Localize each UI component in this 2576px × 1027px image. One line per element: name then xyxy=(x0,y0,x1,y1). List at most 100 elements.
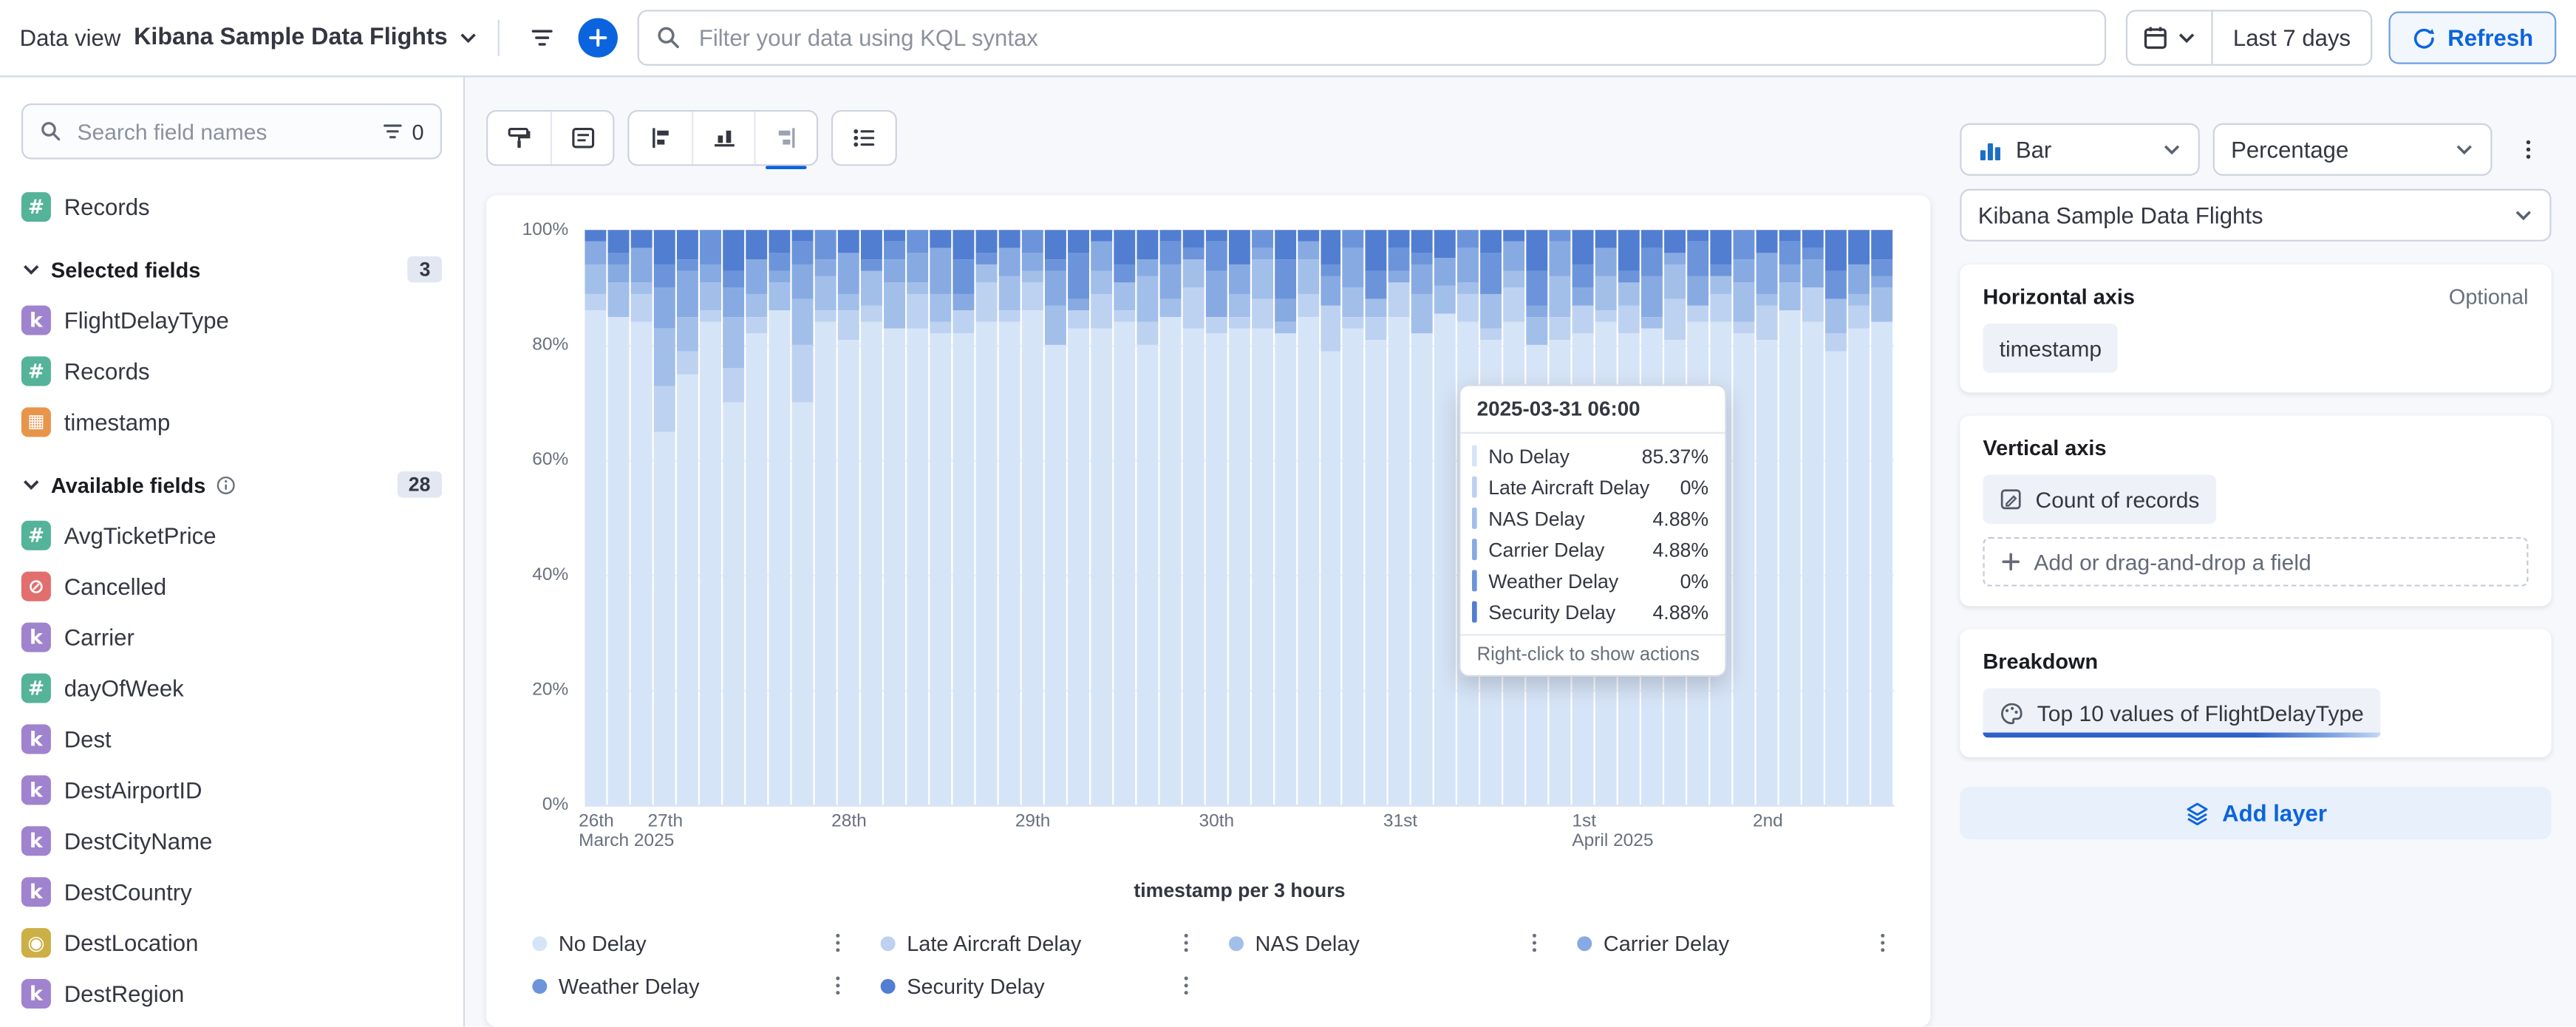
bar[interactable] xyxy=(653,230,675,807)
bar[interactable] xyxy=(1756,230,1778,807)
bar[interactable] xyxy=(1480,230,1502,807)
add-field-button[interactable]: Add or drag-and-drop a field xyxy=(1983,536,2529,587)
legend-item[interactable]: Carrier Delay xyxy=(1577,925,1899,961)
legend-item[interactable]: NAS Delay xyxy=(1228,925,1551,961)
bar[interactable] xyxy=(1595,230,1618,807)
bar[interactable] xyxy=(1825,230,1847,807)
bar[interactable] xyxy=(1457,230,1479,807)
bar[interactable] xyxy=(814,230,836,807)
bar[interactable] xyxy=(1044,230,1066,807)
layer-data-view-select[interactable]: Kibana Sample Data Flights xyxy=(1960,188,2552,242)
field-item[interactable]: k DestCountry xyxy=(21,866,442,917)
plot-area[interactable] xyxy=(585,228,1895,807)
left-axis-button[interactable] xyxy=(629,112,691,164)
info-icon-button[interactable] xyxy=(216,474,237,495)
field-item[interactable]: # dayOfWeek xyxy=(21,662,442,713)
bar[interactable] xyxy=(1136,230,1158,807)
bar[interactable] xyxy=(607,230,630,807)
bar[interactable] xyxy=(1182,230,1204,807)
bar[interactable] xyxy=(929,230,951,807)
legend-item[interactable]: Late Aircraft Delay xyxy=(880,925,1203,961)
bar[interactable] xyxy=(1113,230,1135,807)
field-item[interactable]: ◉ DestLocation xyxy=(21,917,442,968)
bottom-axis-button[interactable] xyxy=(691,112,754,165)
bar[interactable] xyxy=(883,230,905,807)
legend-label[interactable]: Carrier Delay xyxy=(1603,930,1730,955)
bar[interactable] xyxy=(1067,230,1089,807)
bar[interactable] xyxy=(1411,230,1434,807)
bar[interactable] xyxy=(1618,230,1640,807)
legend-item-menu-button[interactable] xyxy=(1170,969,1202,1002)
time-range-button[interactable]: Last 7 days xyxy=(2213,24,2371,51)
bar[interactable] xyxy=(1343,230,1365,807)
field-search-input[interactable] xyxy=(74,117,369,146)
bar[interactable] xyxy=(1527,230,1549,807)
bar[interactable] xyxy=(1848,230,1870,807)
field-item[interactable]: k Carrier xyxy=(21,611,442,662)
bar[interactable] xyxy=(746,230,767,807)
bar[interactable] xyxy=(1641,230,1663,807)
legend-item-menu-button[interactable] xyxy=(822,927,854,959)
field-section-header-selected[interactable]: Selected fields 3 xyxy=(21,245,443,294)
legend-item[interactable]: Weather Delay xyxy=(532,967,854,1003)
field-section-header-available[interactable]: Available fields 28 xyxy=(21,460,443,509)
bar[interactable] xyxy=(1871,230,1893,807)
field-item[interactable]: k DestRegion xyxy=(21,967,442,1018)
kql-input[interactable] xyxy=(695,23,2089,53)
bar[interactable] xyxy=(1802,230,1824,807)
bar[interactable] xyxy=(1090,230,1112,807)
breakdown-dimension[interactable]: Top 10 values of FlightDelayType xyxy=(1983,688,2381,738)
bar[interactable] xyxy=(769,230,791,807)
bar[interactable] xyxy=(1733,230,1755,807)
refresh-button[interactable]: Refresh xyxy=(2388,11,2557,64)
field-filter-button[interactable]: 0 xyxy=(381,119,424,144)
bar[interactable] xyxy=(1274,230,1296,807)
bar[interactable] xyxy=(1021,230,1043,807)
legend-item-menu-button[interactable] xyxy=(1518,927,1550,959)
bar[interactable] xyxy=(975,230,997,807)
horizontal-axis-dimension[interactable]: timestamp xyxy=(1983,323,2119,373)
legend-item-menu-button[interactable] xyxy=(822,969,854,1002)
legend-label[interactable]: Late Aircraft Delay xyxy=(907,930,1082,955)
bar[interactable] xyxy=(998,230,1020,807)
field-item[interactable]: ▦ timestamp xyxy=(21,396,442,447)
bar[interactable] xyxy=(1664,230,1686,807)
bar[interactable] xyxy=(1227,230,1250,807)
bar[interactable] xyxy=(585,230,607,807)
field-item[interactable]: # AvgTicketPrice xyxy=(21,509,442,560)
text-options-button[interactable] xyxy=(550,112,613,165)
bar[interactable] xyxy=(837,230,859,807)
field-item[interactable]: k DestCityName xyxy=(21,815,442,866)
legend-label[interactable]: No Delay xyxy=(558,930,647,955)
legend-settings-button[interactable] xyxy=(833,112,895,164)
date-quick-select-button[interactable] xyxy=(2128,12,2212,64)
bar[interactable] xyxy=(1779,230,1802,807)
bar[interactable] xyxy=(1572,230,1595,807)
chart-type-select[interactable]: Bar xyxy=(1960,123,2200,176)
legend-item[interactable]: No Delay xyxy=(532,925,854,961)
vertical-axis-dimension[interactable]: Count of records xyxy=(1983,474,2216,525)
field-item[interactable]: # Records xyxy=(21,181,442,232)
bar[interactable] xyxy=(1710,230,1732,807)
data-view-picker[interactable]: Kibana Sample Data Flights xyxy=(134,24,479,51)
bar[interactable] xyxy=(906,230,928,807)
field-item[interactable]: # Records xyxy=(21,345,442,396)
bar[interactable] xyxy=(676,230,698,807)
bar[interactable] xyxy=(1204,230,1227,807)
field-item[interactable]: ⊘ Cancelled xyxy=(21,560,442,611)
bar[interactable] xyxy=(1320,230,1342,807)
legend-item-menu-button[interactable] xyxy=(1867,927,1899,959)
bar[interactable] xyxy=(860,230,882,807)
layer-actions-button[interactable] xyxy=(2505,126,2551,172)
legend-label[interactable]: Weather Delay xyxy=(558,973,700,998)
bar[interactable] xyxy=(1251,230,1272,807)
field-item[interactable]: k Dest xyxy=(21,713,442,764)
bar[interactable] xyxy=(952,230,974,807)
bar[interactable] xyxy=(722,230,744,807)
right-axis-button[interactable] xyxy=(754,112,816,169)
stacking-mode-select[interactable]: Percentage xyxy=(2212,123,2492,176)
bar[interactable] xyxy=(1434,230,1456,807)
bar[interactable] xyxy=(1687,230,1709,807)
bar[interactable] xyxy=(630,230,652,807)
bar[interactable] xyxy=(1388,230,1411,807)
